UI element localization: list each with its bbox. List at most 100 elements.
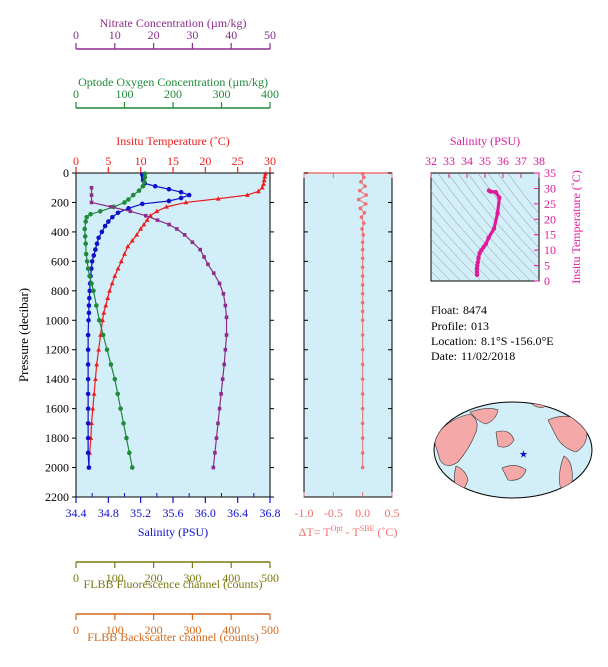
oxygen-tick-label: 0 (73, 87, 79, 101)
salinity-profile-line (87, 174, 191, 468)
ts-y-tick-label: 30 (544, 181, 556, 195)
pressure-tick-label: 2000 (45, 461, 69, 475)
temperature-axis-label: Insitu Temperature (˚C) (116, 134, 230, 148)
nitrate-point (175, 227, 179, 231)
salinity-point (93, 247, 98, 252)
backscatter-tick-label: 200 (145, 623, 163, 637)
ts-y-tick-label: 20 (544, 212, 556, 226)
backscatter-tick-label: 100 (106, 623, 124, 637)
nitrate-point (211, 271, 216, 275)
oxygen-tick-label: 300 (213, 87, 231, 101)
oxygen-point (91, 288, 96, 294)
salinity-point (139, 201, 145, 207)
ts-density-contour (497, 173, 539, 226)
delta-t-point (360, 247, 365, 252)
temperature-point (261, 181, 266, 186)
oxygen-point (118, 406, 123, 411)
nitrate-point (89, 193, 94, 197)
ts-density-contour (431, 203, 502, 281)
ts-point (476, 255, 481, 261)
delta-t-point (360, 171, 365, 176)
salinity-point (86, 317, 91, 323)
temperature-point (93, 376, 98, 381)
oxygen-profile-line (84, 173, 146, 468)
temperature-point (125, 244, 131, 249)
fluorescence-tick-label: 100 (106, 571, 124, 585)
delta-t-point (360, 256, 365, 261)
oxygen-point (142, 179, 147, 185)
oxygen-point (88, 211, 93, 217)
delta-t-point (358, 206, 363, 211)
pressure-tick-label: 1800 (45, 431, 69, 445)
oxygen-point (130, 192, 136, 198)
delta-t-point (360, 421, 365, 426)
delta-t-point (360, 451, 365, 455)
delta-t-point (360, 240, 365, 245)
ts-x-tick-label: 35 (479, 154, 491, 168)
nitrate-point (222, 362, 227, 367)
salinity-point (94, 241, 100, 246)
temperature-tick-label: 15 (167, 154, 179, 168)
oxygen-point (124, 435, 129, 441)
temperature-point (91, 391, 97, 396)
salinity-point (86, 465, 92, 470)
ts-y-tick-label: 5 (544, 259, 550, 273)
nitrate-tick-label: 50 (264, 28, 276, 42)
ts-point (474, 266, 480, 271)
pressure-tick-label: 800 (51, 284, 69, 298)
oxygen-point (97, 208, 103, 214)
delta-t-point (364, 193, 368, 197)
delta-t-point (360, 274, 365, 278)
ts-point (491, 226, 497, 231)
ts-y-axis-label: Insitu Temperature (˚C) (569, 170, 583, 284)
oxygen-point (83, 241, 88, 246)
salinity-point (91, 253, 97, 258)
nitrate-point (224, 315, 229, 320)
ts-density-contour (437, 173, 532, 281)
oxygen-point (94, 303, 99, 308)
delta-t-axis-label: ΔT= TOpt - TSBE (˚C) (299, 524, 398, 539)
temperature-point (164, 204, 169, 209)
oxygen-axis-label: Optode Oxygen Concentration (µm/kg) (78, 75, 268, 89)
float-value: 8474 (463, 303, 488, 317)
ts-point (488, 189, 493, 194)
nitrate-point (89, 200, 94, 205)
oxygen-point (129, 465, 135, 470)
salinity-tick-label: 36.8 (260, 506, 281, 520)
oxygen-point (82, 226, 88, 232)
delta-t-point (360, 300, 365, 305)
delta-t-point (363, 202, 368, 206)
location-info: Location: 8.1°S -156.0°E (431, 334, 554, 349)
delta-t-point (362, 175, 366, 180)
salinity-point (99, 229, 105, 235)
delta-t-label-part: ΔT= T (299, 525, 332, 539)
fluorescence-tick-label: 0 (73, 571, 79, 585)
backscatter-tick-label: 0 (73, 623, 79, 637)
ts-y-tick-label: 15 (544, 228, 556, 242)
salinity-point (85, 450, 91, 456)
map-landmass (434, 413, 478, 466)
delta-t-line (357, 173, 368, 468)
nitrate-tick-label: 30 (186, 28, 198, 42)
nitrate-point (198, 247, 202, 252)
oxygen-point (121, 421, 126, 426)
ts-x-tick-label: 33 (443, 154, 455, 168)
salinity-point (102, 223, 108, 229)
date-label: Date: (431, 349, 457, 363)
temperature-point (115, 266, 121, 271)
ts-density-contour (487, 173, 539, 238)
delta-t-point (359, 180, 363, 184)
pressure-tick-label: 1600 (45, 402, 69, 416)
oxygen-point (127, 450, 132, 456)
ts-point (474, 272, 480, 278)
oxygen-point (126, 197, 131, 202)
temperature-point (89, 420, 94, 426)
nitrate-point (214, 436, 219, 440)
float-location-star-icon (519, 450, 528, 458)
oxygen-point (140, 183, 146, 189)
nitrate-point (206, 262, 210, 267)
nitrate-point (221, 291, 226, 296)
oxygen-tick-label: 100 (116, 87, 134, 101)
delta-t-point (360, 265, 365, 270)
